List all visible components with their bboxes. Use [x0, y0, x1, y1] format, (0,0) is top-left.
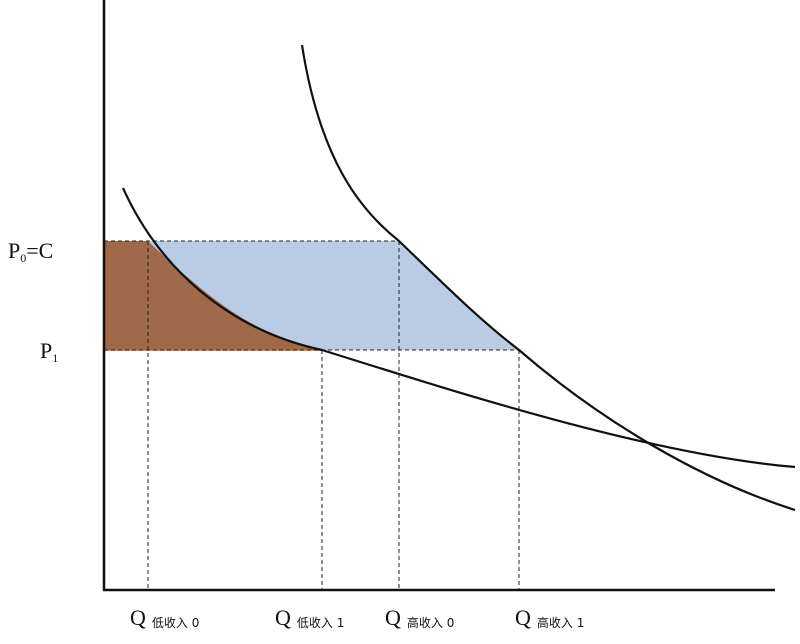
low-income-demand: [121, 187, 796, 469]
label-main: P: [8, 238, 20, 263]
label-main: Q: [515, 605, 531, 630]
q-label: Q 低收入 1: [275, 605, 344, 630]
guide-lines: [104, 240, 520, 590]
label-main: Q: [275, 605, 291, 630]
q-label: Q 低收入 0: [130, 605, 199, 630]
label-sub: 高收入 0: [407, 615, 454, 630]
high-income-demand: [300, 44, 796, 512]
label-main: P: [40, 338, 52, 363]
label-rest: =C: [26, 238, 53, 263]
p0-label: P0=C: [8, 238, 53, 265]
label-sub: 1: [52, 351, 58, 365]
label-sub: 高收入 1: [537, 615, 584, 630]
label-sub: 低收入 0: [152, 616, 199, 630]
q-label: Q 高收入 0: [385, 605, 454, 630]
label-sub: 低收入 1: [297, 616, 344, 630]
p1-label: P1: [40, 338, 58, 365]
label-sub: 0: [20, 251, 26, 265]
label-main: Q: [130, 605, 146, 630]
label-main: Q: [385, 605, 401, 630]
q-label: Q 高收入 1: [515, 605, 584, 630]
low-income-area: [104, 241, 322, 350]
